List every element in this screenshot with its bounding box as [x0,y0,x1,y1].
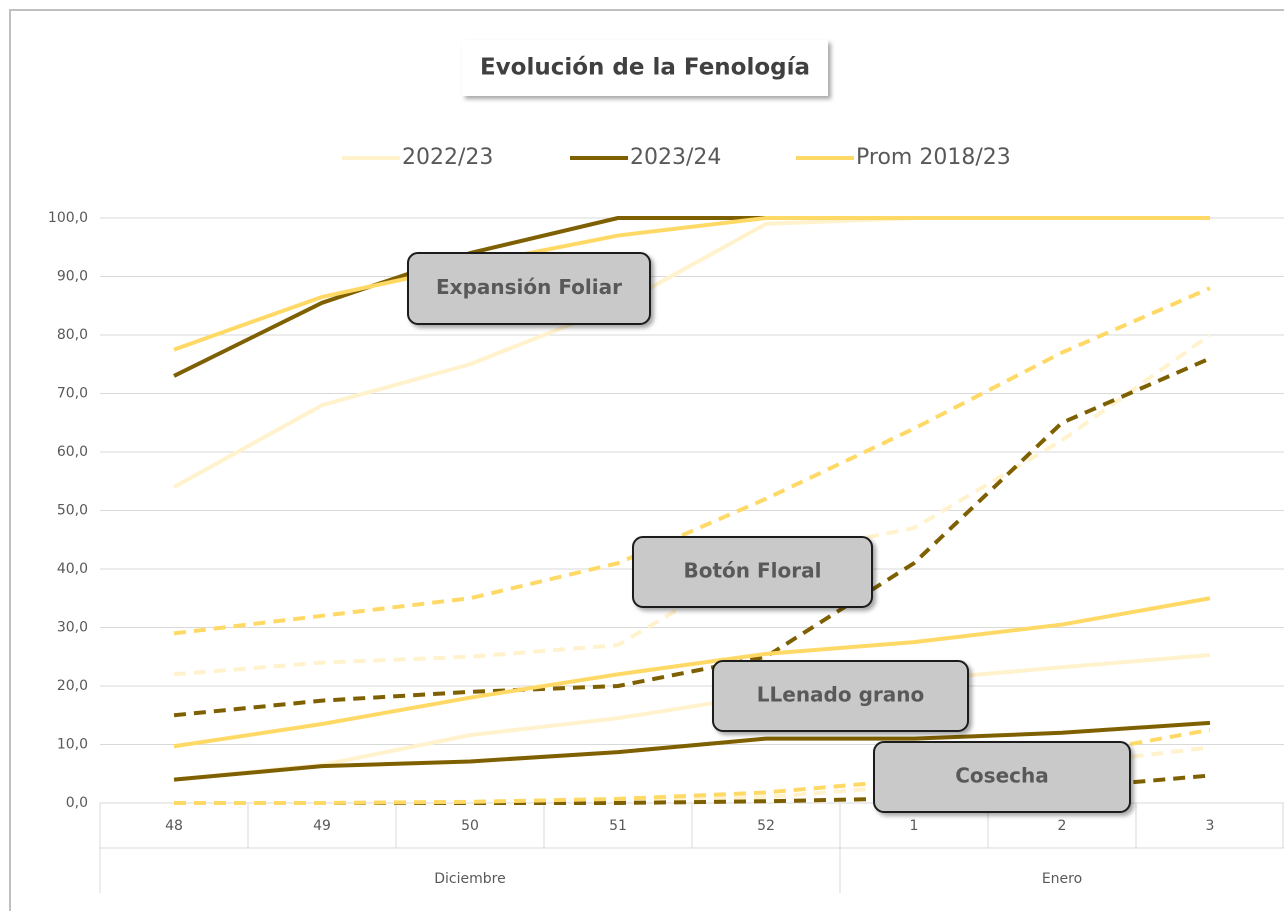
annotation-box [712,660,969,732]
y-tick-label: 20,0 [57,678,88,694]
legend-label: 2023/24 [630,145,721,170]
x-tick-label: 51 [609,818,627,834]
x-tick-label: 2 [1058,818,1067,834]
annotation-box [873,741,1131,813]
y-tick-label: 80,0 [57,327,88,343]
annotations: Expansión Foliar Botón Floral LLenado gran… [407,252,1131,813]
series-line [173,286,1211,636]
x-tick-label: 52 [757,818,775,834]
title-box [462,40,828,96]
y-tick-label: 40,0 [57,561,88,577]
y-tick-label: 10,0 [57,737,88,753]
y-tick-label: 90,0 [57,269,88,285]
x-tick-label: 48 [165,818,183,834]
series-line [173,720,1211,782]
series-line [173,356,1211,718]
x-tick-label: 1 [910,818,919,834]
annotation-label: Expansión Foliar [436,275,622,299]
x-tick-label: 3 [1206,818,1215,834]
annotation-label: Cosecha [955,764,1048,788]
annotation-box [407,252,651,325]
y-tick-label: 70,0 [57,386,88,402]
series-line [173,216,1210,352]
x-group-label: Enero [1042,871,1082,887]
x-tick-label: 50 [461,818,479,834]
x-group-label: Diciembre [434,871,505,887]
x-tick-label: 49 [313,818,331,834]
y-tick-label: 100,0 [48,210,88,226]
y-tick-label: 50,0 [57,503,88,519]
legend-label: 2022/23 [402,145,493,170]
y-tick-label: 60,0 [57,444,88,460]
series-line [173,596,1211,749]
chart-title: Evolución de la Fenología [480,55,810,81]
legend: 2022/23 2023/24 Prom 2018/23 [342,145,1011,170]
series-line [173,653,1211,782]
legend-label: Prom 2018/23 [856,145,1011,170]
annotation-box [632,536,873,608]
y-tick-label: 30,0 [57,620,88,636]
y-tick-label: 0,0 [66,795,88,811]
grid: 0,0 10,0 20,0 30,0 40,0 50,0 60,0 70,0 80,0 90,0 1… [48,210,1284,893]
annotation-label: LLenado grano [757,683,924,707]
annotation-label: Botón Floral [684,559,822,583]
